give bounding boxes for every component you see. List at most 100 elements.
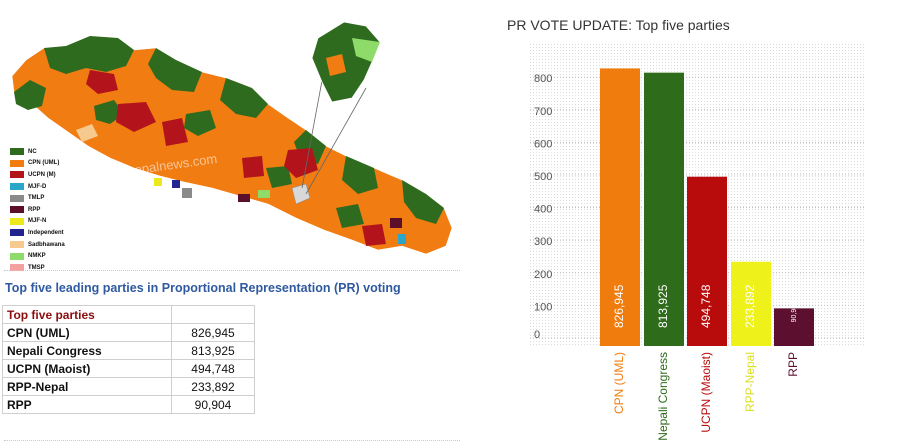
bar [600, 68, 640, 347]
map-region-mjfn [154, 178, 162, 186]
x-category-label: RPP-Nepal [743, 352, 757, 412]
legend-label: Sadbhawana [28, 241, 65, 248]
map-region-nmkp [258, 190, 270, 198]
bar-value-label: 494,748 [699, 284, 713, 328]
y-tick-label: 400 [534, 204, 552, 216]
legend-swatch [10, 217, 24, 225]
nepal-map-graphic [11, 21, 453, 255]
legend-item: MJF-N [10, 216, 120, 228]
bar-value-label: 90,904 [791, 301, 798, 323]
bar-value-label: 233,892 [743, 284, 757, 328]
table-header-row: Top five parties [2, 305, 255, 324]
map-region-nc [184, 110, 216, 136]
legend-swatch [10, 148, 24, 156]
left-panel: NC CPN (UML) UCPN (M) MJF-D TMLP RPP MJF-N Inde… [2, 21, 460, 441]
legend-item: NC [10, 146, 120, 158]
zoom-connector-line [301, 69, 325, 189]
party-votes: 233,892 [171, 377, 255, 396]
map-base-shape [11, 35, 453, 255]
party-name: RPP [2, 395, 172, 414]
x-category-label: UCPN (Maoist) [699, 352, 713, 433]
legend-label: TMSP [28, 264, 45, 271]
legend-item: Sadbhawana [10, 239, 120, 251]
map-region-tmlp [182, 188, 192, 198]
map-inset-region [326, 54, 346, 76]
legend-swatch [10, 252, 24, 260]
map-region-ucpn [116, 102, 156, 132]
legend-swatch [10, 206, 24, 214]
table-caption: Top five leading parties in Proportional… [5, 281, 401, 295]
map-region-ucpn [162, 118, 188, 146]
map-region-nc [148, 48, 202, 92]
party-name: UCPN (Maoist) [2, 359, 172, 378]
legend-label: Independent [28, 229, 64, 236]
map-region-nc [14, 80, 46, 110]
legend-label: TMLP [28, 195, 45, 202]
legend-swatch [10, 183, 24, 191]
legend-label: MJF-N [28, 218, 47, 225]
party-votes: 494,748 [171, 359, 255, 378]
table-header-label: Top five parties [2, 305, 172, 324]
party-votes: 813,925 [171, 341, 255, 360]
map-region-nc [402, 180, 444, 224]
legend-swatch [10, 229, 24, 237]
chart-title: PR VOTE UPDATE: Top five parties [507, 17, 730, 33]
map-region-nc [342, 156, 378, 194]
map-legend: NC CPN (UML) UCPN (M) MJF-D TMLP RPP MJF-N Inde… [10, 146, 120, 274]
x-category-label: Nepali Congress [656, 352, 670, 441]
legend-swatch [10, 264, 24, 272]
separator-top [4, 270, 460, 271]
legend-item: CPN (UML) [10, 158, 120, 170]
legend-label: NMKP [28, 253, 46, 260]
map-region-independent [172, 180, 180, 188]
y-tick-label: 0 [534, 329, 540, 341]
bars: 826,945 CPN (UML) 813,925 Nepali Congress 49… [600, 68, 814, 441]
legend-item: NMKP [10, 250, 120, 262]
map-region-mjfd [398, 234, 406, 244]
map-region-ucpn [362, 224, 386, 246]
table-header-empty [171, 305, 255, 324]
map-region-ucpn [284, 148, 318, 178]
legend-swatch [10, 171, 24, 179]
separator-bottom [4, 440, 460, 441]
party-votes: 90,904 [171, 395, 255, 414]
bar [731, 261, 771, 346]
party-name: Nepali Congress [2, 341, 172, 360]
legend-label: UCPN (M) [28, 171, 56, 178]
vote-bar-chart: 0 100 200 300 400 500 600 700 800 826,945 CPN (UM… [530, 44, 864, 441]
map-region-rpp [390, 218, 402, 228]
bar [774, 308, 814, 346]
map-valley-highlight [291, 183, 311, 205]
y-tick-label: 600 [534, 138, 552, 150]
legend-label: MJF-D [28, 183, 47, 190]
y-tick-label: 200 [534, 269, 552, 281]
party-name: RPP-Nepal [2, 377, 172, 396]
party-name: CPN (UML) [2, 323, 172, 342]
table-row: Nepali Congress 813,925 [2, 341, 255, 360]
zoom-connector-line [305, 87, 367, 195]
y-tick-label: 100 [534, 301, 552, 313]
legend-item: TMLP [10, 192, 120, 204]
legend-swatch [10, 241, 24, 249]
table-row: UCPN (Maoist) 494,748 [2, 359, 255, 378]
legend-swatch [10, 194, 24, 202]
legend-item: RPP [10, 204, 120, 216]
table-row: RPP 90,904 [2, 395, 255, 414]
legend-label: NC [28, 148, 37, 155]
y-tick-label: 500 [534, 171, 552, 183]
legend-item: Independent [10, 227, 120, 239]
gridlines: 0 100 200 300 400 500 600 700 800 [530, 73, 864, 341]
y-tick-label: 700 [534, 106, 552, 118]
map-region-nc [44, 36, 134, 74]
map-region-ucpn [86, 70, 118, 94]
legend-label: CPN (UML) [28, 160, 60, 167]
x-category-label: CPN (UML) [612, 352, 626, 414]
map-region-rpp [238, 194, 250, 202]
legend-item: UCPN (M) [10, 169, 120, 181]
table-row: RPP-Nepal 233,892 [2, 377, 255, 396]
party-votes-table: Top five parties CPN (UML) 826,945 Nepal… [2, 305, 255, 414]
map-region-nc [266, 166, 292, 188]
legend-item: MJF-D [10, 181, 120, 193]
legend-item: TMSP [10, 262, 120, 274]
map-inset-valley [311, 21, 381, 103]
